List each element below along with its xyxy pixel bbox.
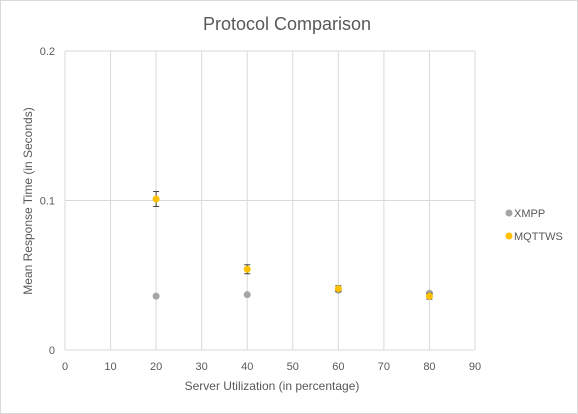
data-point-mqttws: [425, 292, 433, 300]
y-axis-label: Mean Response Time (in Seconds): [21, 107, 35, 294]
x-tick-label: 70: [378, 361, 390, 373]
x-tick-label: 20: [150, 361, 162, 373]
data-point-xmpp: [243, 291, 251, 299]
x-tick-label: 50: [287, 361, 299, 373]
x-tick-label: 80: [423, 361, 435, 373]
y-tick-label: 0.1: [40, 196, 55, 208]
data-point-xmpp: [152, 292, 160, 300]
x-tick-label: 0: [62, 361, 68, 373]
x-tick-label: 30: [196, 361, 208, 373]
legend: XMPP MQTTWS: [505, 208, 563, 243]
legend-entry: MQTTWS: [514, 231, 563, 243]
x-tick-label: 40: [241, 361, 253, 373]
legend-marker: [505, 209, 513, 217]
x-tick-label: 10: [104, 361, 116, 373]
data-point-mqttws: [243, 265, 251, 273]
gridlines: [64, 50, 476, 351]
data-point-mqttws: [152, 195, 160, 203]
x-axis-label: Server Utilization (in percentage): [185, 379, 360, 393]
data-point-mqttws: [334, 285, 342, 293]
chart-title: Protocol Comparison: [203, 14, 371, 34]
y-tick-label: 0: [49, 345, 55, 357]
legend-marker: [505, 232, 513, 240]
tick-labels: 0 10 20 30 40 50 60 70 80 90 0 0.1 0.2: [40, 46, 481, 373]
x-tick-label: 90: [469, 361, 481, 373]
legend-entry: XMPP: [514, 208, 545, 220]
data-marks: [152, 191, 433, 300]
y-tick-label: 0.2: [40, 46, 55, 58]
x-tick-label: 60: [332, 361, 344, 373]
